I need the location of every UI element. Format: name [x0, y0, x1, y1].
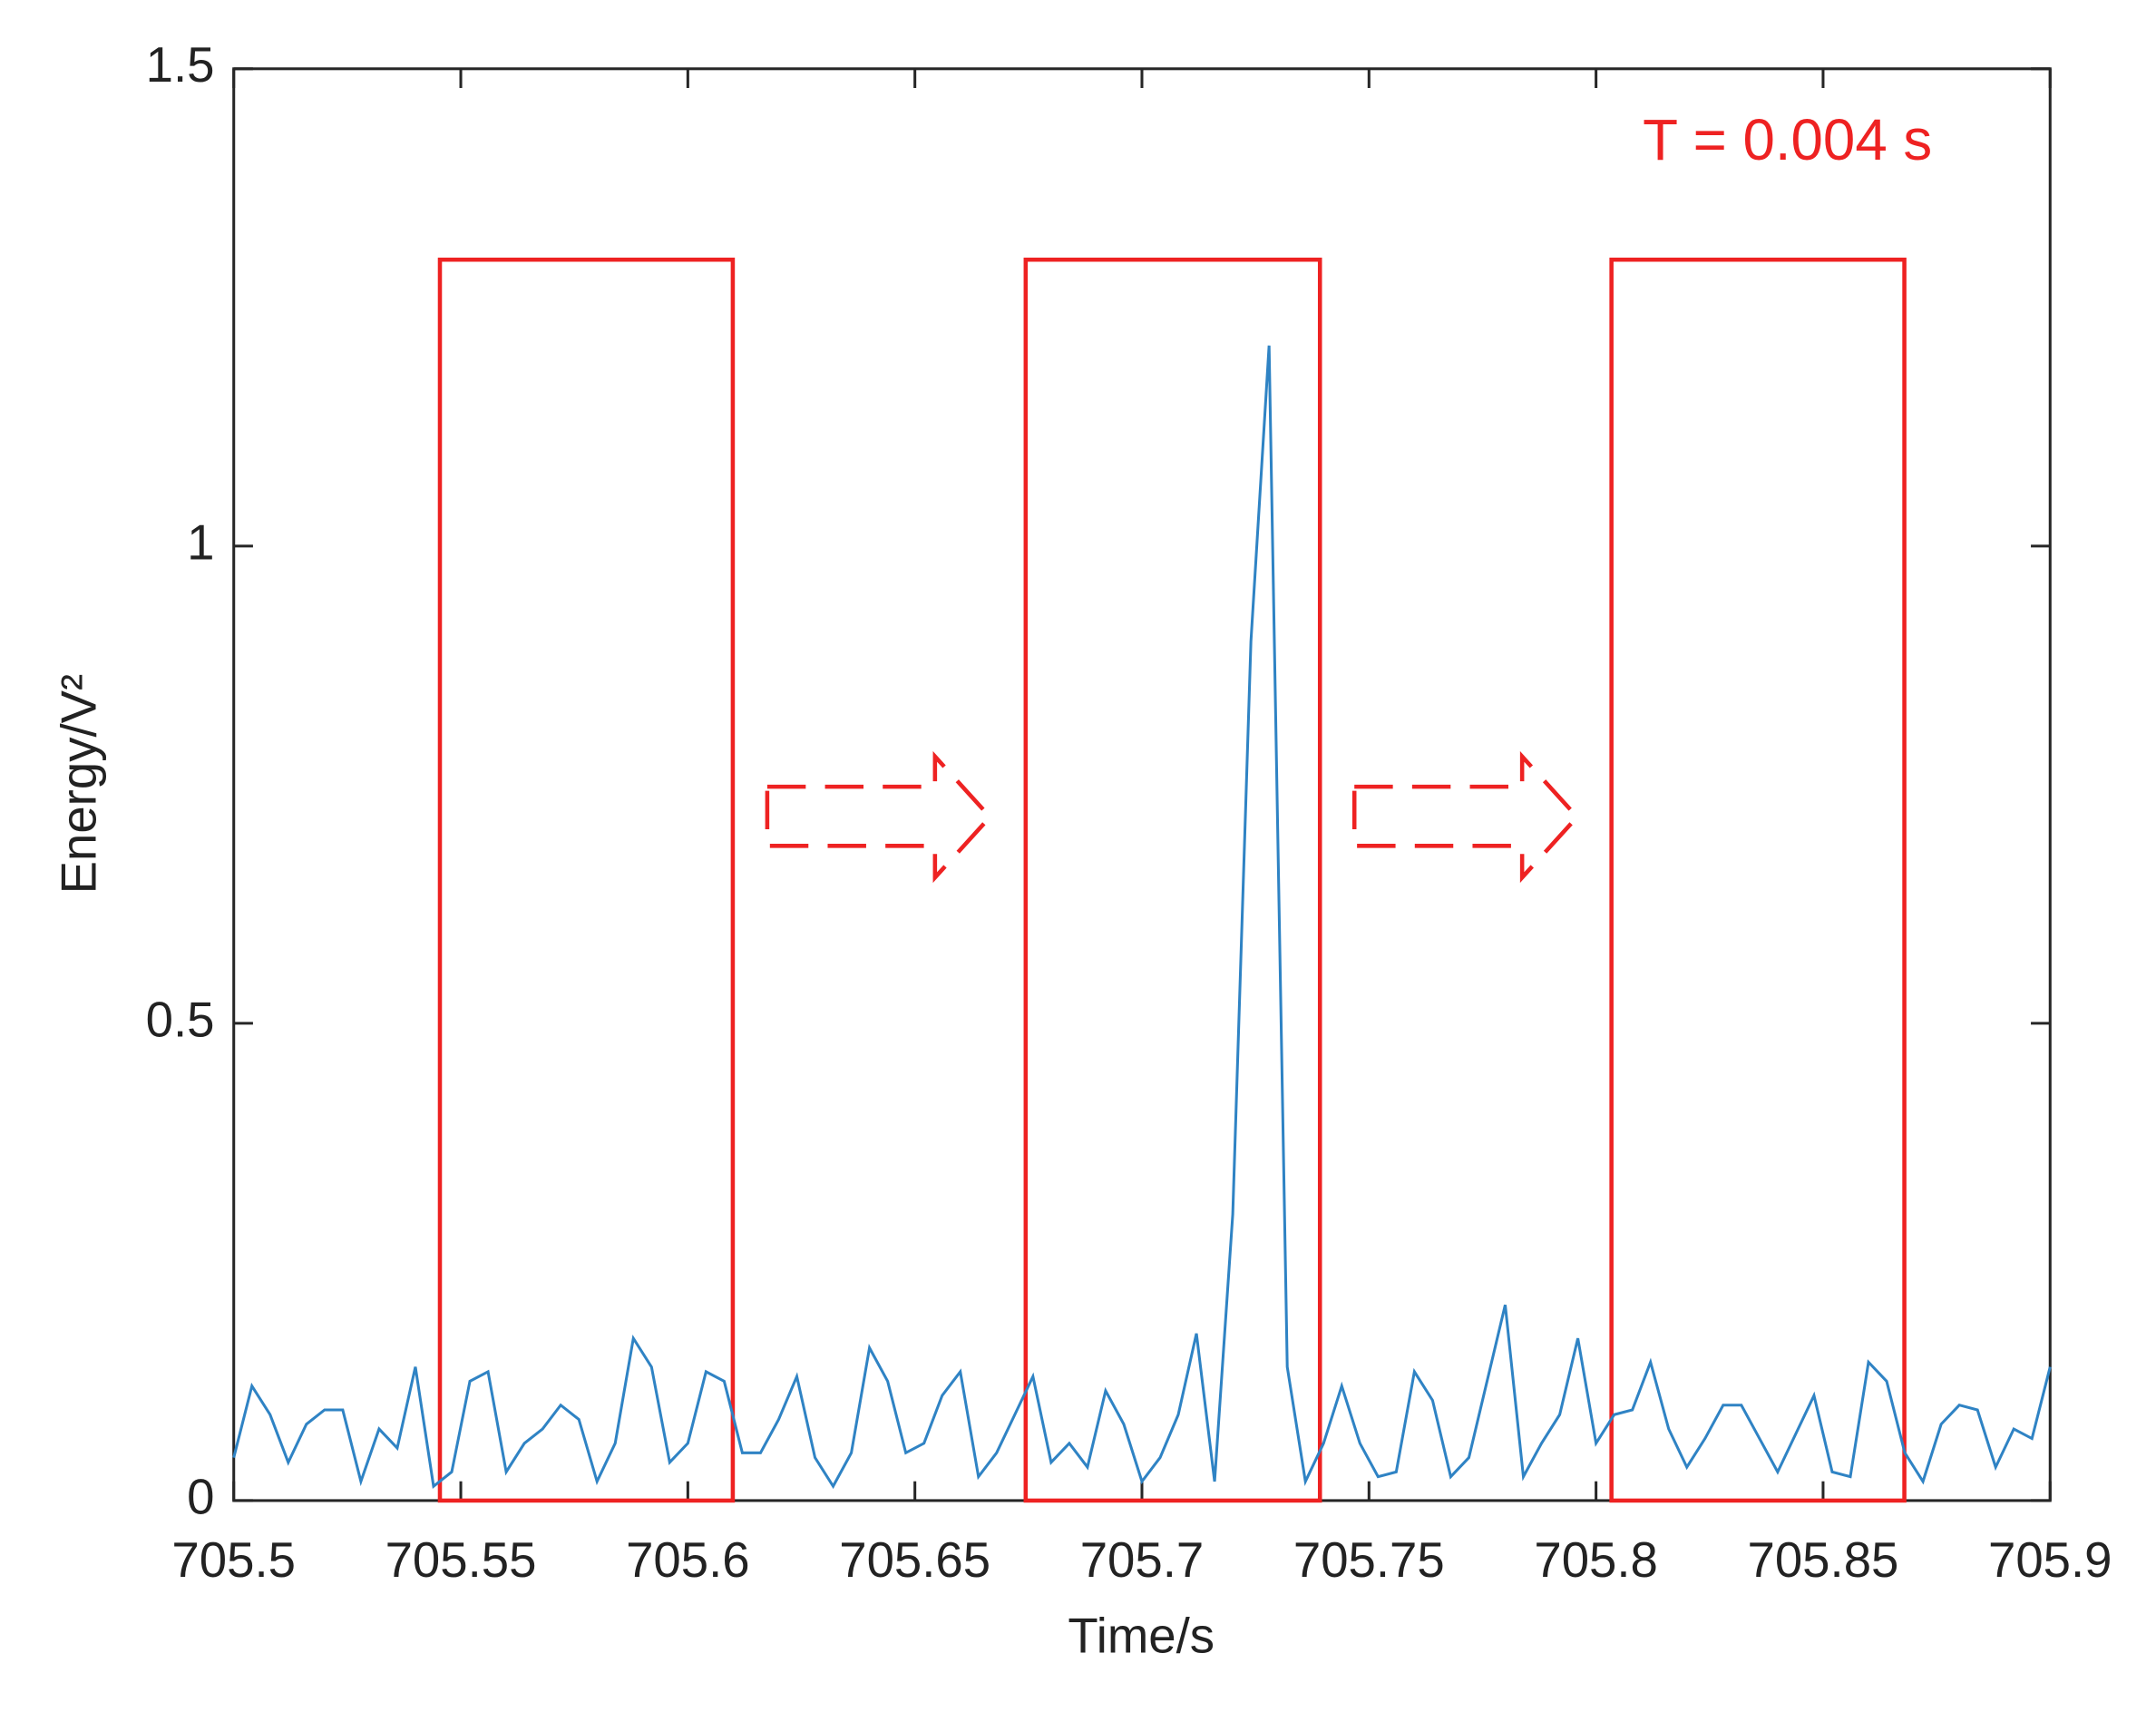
arrow	[765, 750, 993, 884]
line-series	[232, 345, 2052, 1490]
y-tick-label: 1.5	[146, 37, 215, 93]
x-tick-label: 705.8	[1534, 1532, 1658, 1588]
x-tick-label: 705.9	[1988, 1532, 2112, 1588]
x-tick-label: 705.75	[1293, 1532, 1445, 1588]
annotation: T = 0.004 s	[1643, 108, 1932, 172]
x-tick-label: 705.65	[839, 1532, 990, 1588]
window	[437, 257, 736, 1503]
y-tick-label: 1	[187, 514, 214, 570]
window	[1023, 257, 1322, 1503]
arrows	[765, 750, 1580, 884]
x-tick-label: 705.85	[1748, 1532, 1899, 1588]
x-axis-label: Time/s	[1068, 1608, 1215, 1663]
x-tick-label: 705.55	[385, 1532, 537, 1588]
y-tick-label: 0.5	[146, 992, 215, 1047]
y-axis-label: Energy/V²	[51, 674, 106, 895]
x-tick-label: 705.6	[626, 1532, 750, 1588]
y-tick-label: 0	[187, 1469, 214, 1524]
axes-box	[232, 67, 2052, 1502]
window	[1609, 257, 1907, 1503]
x-tick-label: 705.7	[1080, 1532, 1205, 1588]
x-tick-label: 705.5	[171, 1532, 296, 1588]
arrow	[1351, 750, 1580, 884]
